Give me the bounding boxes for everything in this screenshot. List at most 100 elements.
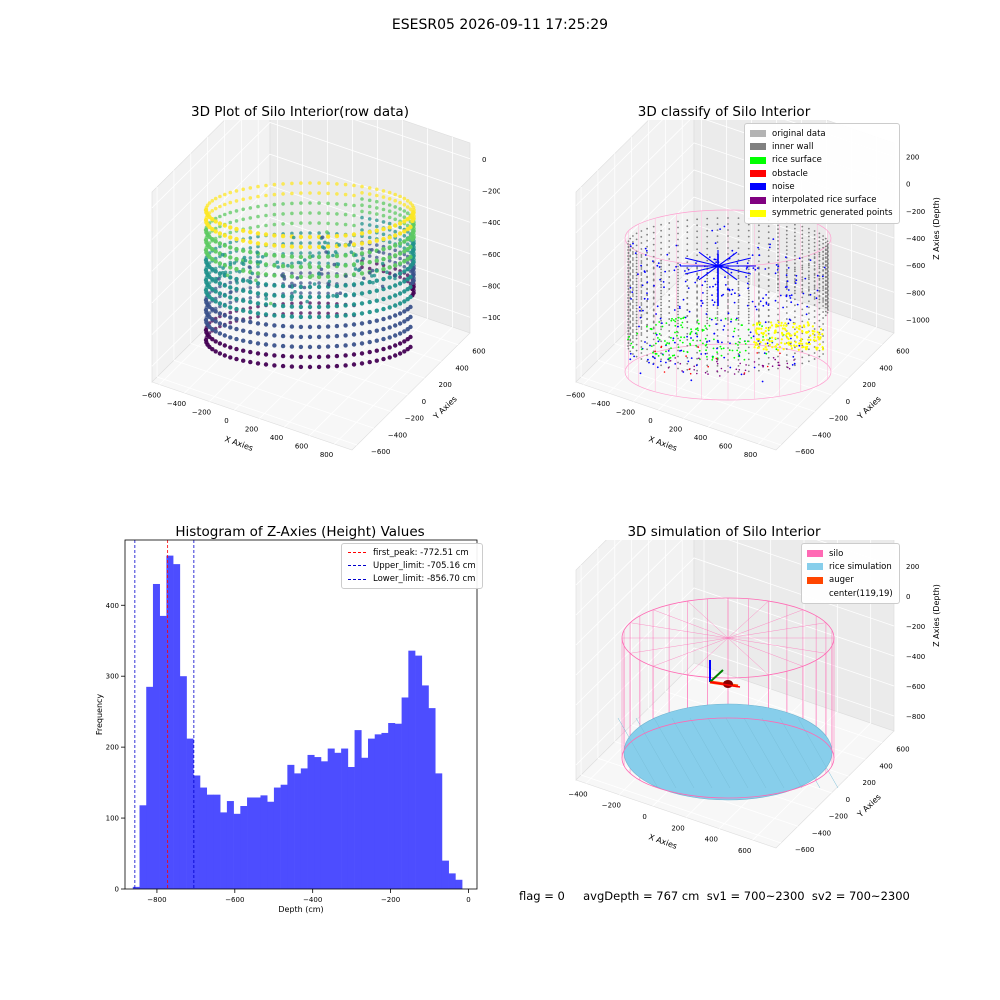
interpolated-point	[720, 367, 723, 370]
x-tick-label: −200	[602, 802, 621, 810]
inner-wall-point	[822, 277, 824, 280]
rice-surface-point	[747, 340, 749, 343]
noise-point	[682, 298, 685, 301]
rice-surface-point	[674, 320, 677, 323]
symmetric-point	[788, 343, 791, 346]
inner-wall-point	[737, 241, 740, 243]
noise-point	[667, 350, 670, 352]
silo-wireframe	[652, 637, 729, 667]
inner-wall-point	[696, 303, 698, 306]
symmetric-point	[780, 324, 783, 327]
inner-wall-point	[822, 273, 824, 276]
inner-wall-point	[640, 236, 643, 238]
silo-wireframe	[630, 637, 729, 654]
symmetric-point	[777, 324, 780, 327]
raw-point	[280, 323, 286, 329]
inner-wall-point	[794, 289, 796, 292]
grid-line	[151, 120, 471, 209]
raw-point	[228, 335, 233, 340]
inner-wall-point	[747, 358, 750, 361]
obstacle-point	[660, 345, 663, 348]
raw-point	[248, 306, 253, 310]
raw-point	[234, 296, 239, 302]
rice-surface-point	[680, 324, 682, 327]
inner-wall-point	[677, 226, 679, 229]
raw-point	[343, 353, 348, 358]
raw-point	[272, 363, 277, 368]
raw-point	[299, 281, 303, 285]
histogram-bar	[374, 734, 382, 889]
inner-wall-point	[706, 295, 709, 298]
inner-wall-point	[794, 274, 796, 276]
inner-wall-point	[677, 250, 679, 253]
silo-wireframe	[727, 600, 769, 639]
inner-wall-point	[696, 290, 698, 293]
histogram-bar	[361, 757, 369, 889]
raw-point	[263, 282, 269, 287]
noise-point	[711, 294, 713, 296]
inner-wall-point	[808, 262, 810, 265]
raw-point	[374, 318, 379, 323]
inner-wall-point	[818, 244, 821, 246]
symmetric-point	[766, 338, 769, 341]
inner-wall-point	[635, 238, 638, 241]
raw-point	[280, 313, 286, 319]
inner-wall-point	[660, 235, 662, 238]
inner-wall-point	[758, 230, 760, 233]
inner-wall-point	[646, 275, 648, 278]
raw-point	[387, 259, 392, 263]
inner-wall-point	[686, 279, 689, 282]
inner-wall-point	[640, 260, 643, 262]
raw-point	[213, 329, 218, 334]
symmetric-point	[807, 338, 810, 341]
symmetric-point	[771, 336, 774, 339]
noise-point	[720, 319, 722, 322]
raw-point	[367, 210, 372, 215]
inner-wall-point	[767, 279, 770, 282]
rice-surface-point	[735, 318, 737, 321]
noise-point	[798, 344, 801, 347]
inner-wall-point	[794, 247, 796, 249]
inner-wall-point	[646, 239, 648, 242]
noise-point	[795, 279, 798, 282]
raw-point	[343, 233, 348, 238]
raw-point	[298, 284, 304, 290]
grid-line	[758, 326, 877, 445]
inner-wall-point	[813, 280, 816, 283]
inner-wall-point	[668, 288, 671, 290]
noise-point	[793, 362, 796, 365]
inner-wall-point	[758, 236, 760, 239]
raw-point	[222, 333, 227, 338]
raw-point	[241, 217, 245, 222]
inner-wall-point	[686, 338, 689, 341]
inner-wall-point	[696, 236, 698, 239]
inner-wall-point	[706, 259, 709, 262]
inner-wall-point	[660, 334, 662, 337]
inner-wall-point	[794, 316, 796, 319]
rice-surface-point	[714, 317, 717, 320]
inner-wall-point	[767, 237, 770, 240]
noise-point	[633, 355, 635, 358]
inner-wall-point	[640, 262, 643, 264]
noise-point	[656, 264, 659, 267]
interpolated-point	[667, 367, 670, 369]
obstacle-point	[685, 355, 687, 357]
inner-wall-point	[632, 289, 634, 291]
silo-wireframe	[727, 637, 826, 654]
raw-point	[317, 311, 321, 315]
raw-point	[218, 304, 222, 309]
raw-point	[317, 291, 321, 295]
raw-point	[218, 234, 222, 239]
inner-wall-point	[677, 349, 679, 352]
raw-point	[248, 226, 253, 230]
raw-point	[402, 265, 407, 269]
rice-surface-point	[657, 355, 660, 357]
interpolated-point	[745, 364, 747, 366]
raw-point	[218, 284, 222, 289]
raw-point	[410, 249, 415, 255]
inner-wall-point	[629, 315, 632, 318]
noise-point	[684, 280, 687, 283]
inner-wall-point	[747, 310, 750, 313]
silo-wireframe	[687, 600, 729, 639]
inner-wall-point	[686, 255, 689, 258]
